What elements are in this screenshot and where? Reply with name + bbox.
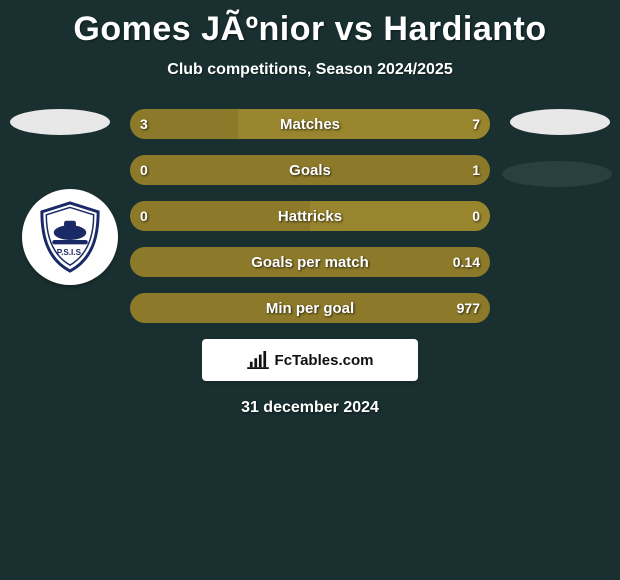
stat-row: Goals01: [130, 155, 490, 185]
chart-icon: [247, 351, 269, 369]
attribution-badge[interactable]: FcTables.com: [202, 339, 418, 381]
shield-icon: P.S.I.S.: [33, 200, 107, 274]
stat-row: Hattricks00: [130, 201, 490, 231]
stat-row: Goals per match0.14: [130, 247, 490, 277]
stat-bars: Matches37 Goals01 Hattricks00 Goals per mat…: [130, 109, 490, 323]
attribution-text: FcTables.com: [275, 352, 374, 369]
stat-row: Matches37: [130, 109, 490, 139]
logo-text: P.S.I.S.: [57, 248, 84, 257]
comparison-stage: P.S.I.S. Matches37 Goals01 Hattricks00 Goal…: [0, 109, 620, 323]
player-badge-right: [510, 109, 610, 135]
club-logo-left: P.S.I.S.: [22, 189, 118, 285]
date-text: 31 december 2024: [0, 399, 620, 417]
player-badge-right-secondary: [502, 161, 612, 187]
subtitle: Club competitions, Season 2024/2025: [0, 61, 620, 79]
stat-row: Min per goal977: [130, 293, 490, 323]
player-badge-left: [10, 109, 110, 135]
page-title: Gomes JÃºnior vs Hardianto: [0, 0, 620, 49]
